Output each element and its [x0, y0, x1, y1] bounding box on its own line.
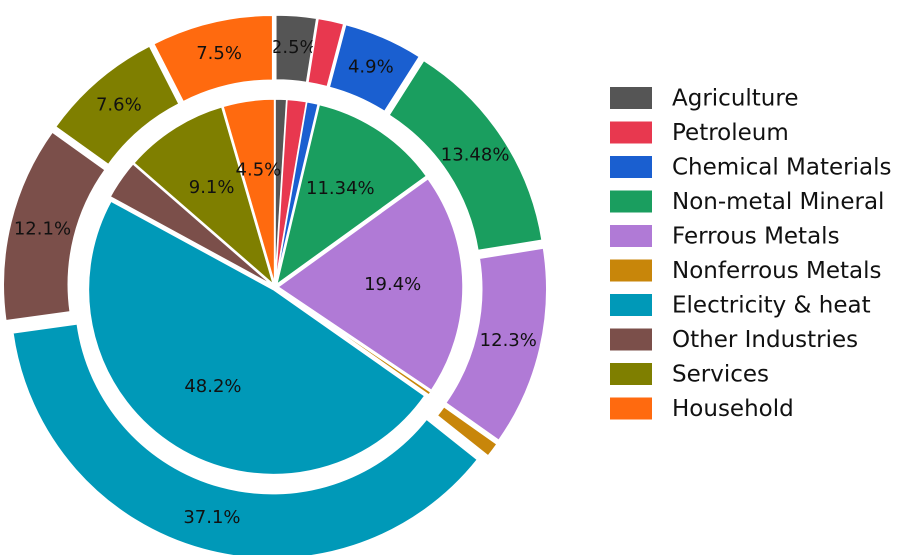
legend-label: Ferrous Metals: [672, 224, 840, 250]
outer-slice: [152, 14, 274, 103]
legend-label: Nonferrous Metals: [672, 258, 882, 284]
legend-swatch: [610, 259, 652, 282]
data-label: 19.4%: [364, 274, 421, 295]
outer-slice: [444, 247, 548, 442]
inner-slice: [276, 177, 464, 392]
inner-slice: [222, 98, 276, 285]
legend-swatch: [610, 156, 652, 178]
legend-swatch: [610, 87, 652, 109]
outer-slice: [328, 23, 421, 113]
data-label: 48.2%: [184, 376, 241, 397]
outer-slice: [387, 59, 543, 252]
outer-slice: [436, 405, 499, 458]
legend-label: Services: [672, 362, 769, 388]
legend-swatch: [610, 328, 652, 351]
data-label: 11.34%: [306, 178, 375, 199]
data-label: 9.1%: [189, 177, 235, 198]
data-label: 12.1%: [14, 219, 71, 240]
legend-swatch: [610, 190, 652, 213]
legend-swatch: [610, 363, 652, 385]
legend-swatch: [610, 121, 652, 144]
legend-label: Agriculture: [672, 86, 799, 112]
data-label: 37.1%: [183, 507, 240, 528]
legend-label: Petroleum: [672, 120, 789, 146]
legend-label: Electricity & heat: [672, 293, 871, 319]
legend-label: Non-metal Mineral: [672, 189, 884, 215]
outer-slice: [307, 17, 345, 88]
inner-slice: [275, 103, 428, 287]
data-label: 4.9%: [348, 57, 394, 78]
data-label: 7.5%: [196, 43, 242, 64]
data-label: 12.3%: [480, 330, 537, 351]
inner-slice: [109, 162, 274, 286]
legend-label: Other Industries: [672, 327, 858, 353]
legend-label: Household: [672, 396, 794, 422]
outer-slice: [275, 14, 318, 84]
inner-slice: [274, 100, 320, 285]
legend-swatch: [610, 397, 652, 420]
outer-slice: [2, 130, 107, 322]
data-label: 13.48%: [441, 144, 510, 165]
inner-slice: [132, 105, 275, 287]
legend-swatch: [610, 225, 652, 247]
outer-slice: [54, 44, 181, 166]
inner-slice: [87, 200, 426, 476]
data-label: 2.5%: [271, 37, 317, 58]
data-label: 7.6%: [96, 94, 142, 115]
inner-slice: [277, 288, 432, 397]
legend-swatch: [610, 294, 652, 316]
data-label: 4.5%: [236, 159, 282, 180]
legend-label: Chemical Materials: [672, 155, 891, 181]
